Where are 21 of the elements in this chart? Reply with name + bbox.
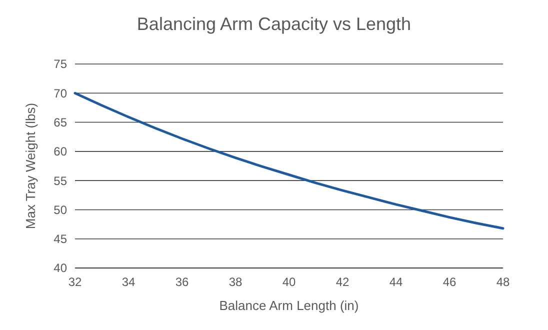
y-tick-label: 55 [54,174,68,188]
x-axis-title: Balance Arm Length (in) [219,298,359,313]
x-tick-label: 34 [122,275,136,289]
y-tick-label: 75 [54,57,68,72]
y-tick-label: 40 [54,261,68,276]
line-series [74,92,504,230]
chart-title: Balancing Arm Capacity vs Length [136,14,412,34]
x-tick-label: 40 [282,275,296,289]
y-tick-label: 65 [54,115,68,130]
x-tick-label: 32 [68,275,82,289]
x-tick-label: 36 [175,275,189,289]
y-tick-label: 45 [54,232,68,246]
x-tick-label: 46 [442,275,456,289]
x-tick-label: 44 [389,275,403,289]
y-tick-label: 60 [54,144,68,159]
y-axis-title: Max Tray Weight (lbs) [23,102,38,230]
x-tick-label: 38 [228,275,242,289]
x-tick-label: 42 [336,275,350,289]
y-tick-label: 50 [54,202,68,217]
y-tick-label: 70 [54,86,68,100]
x-tick-label: 48 [496,275,510,289]
